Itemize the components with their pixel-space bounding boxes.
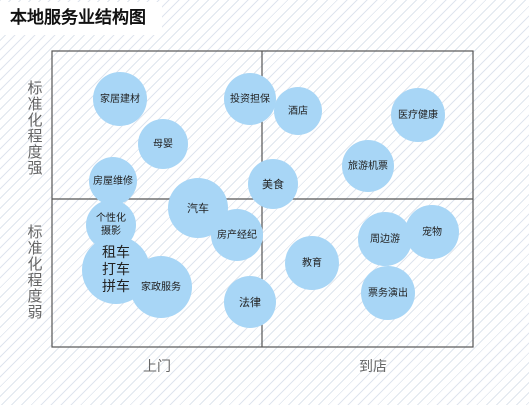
bubble-label: 房产经纪 [217,229,257,241]
bubble-label: 母婴 [153,138,173,150]
bubble-jiaju: 家居建材 [93,72,147,126]
bubble-label: 票务演出 [368,287,408,299]
bubble-yiliao: 医疗健康 [391,88,445,142]
y-axis-label-weak: 标准化程度弱 [27,223,43,321]
bubble-label: 家居建材 [100,93,140,105]
bubble-zhoubian: 周边游 [358,212,412,266]
bubble-zuche: 租车 打车 拼车 [82,236,150,304]
bubble-fangchan: 房产经纪 [211,209,263,261]
bubble-jiaoyu: 教育 [285,236,339,290]
bubble-touzi: 投资担保 [224,73,276,125]
bubble-label: 汽车 [187,201,209,215]
bubble-lvyou: 旅游机票 [342,140,394,192]
bubble-fangwu: 房屋维修 [89,157,137,205]
bubble-label: 租车 打车 拼车 [102,244,130,295]
bubble-label: 旅游机票 [348,160,388,172]
bubble-meishi: 美食 [248,159,298,209]
bubble-label: 美食 [262,177,284,191]
bubble-muying: 母婴 [138,119,188,169]
bubble-label: 周边游 [370,233,400,245]
y-axis-label-strong: 标准化程度强 [27,79,43,177]
bubble-falv: 法律 [224,276,276,328]
bubble-label: 酒店 [288,105,308,117]
bubble-jiazheng: 家政服务 [130,256,192,318]
bubble-label: 投资担保 [230,93,270,105]
bubble-chongwu: 宠物 [405,205,459,259]
diagram-title: 本地服务业结构图 [0,2,162,35]
x-axis-label-store: 到店 [359,359,387,375]
bubble-label: 房屋维修 [93,175,133,187]
bubble-piaowu: 票务演出 [361,266,415,320]
bubble-label: 家政服务 [141,281,181,293]
bubble-label: 法律 [239,295,261,309]
bubble-label: 个性化 摄影 [96,213,126,237]
bubble-jiudian: 酒店 [274,87,322,135]
bubble-label: 医疗健康 [398,109,438,121]
x-axis-label-home: 上门 [143,359,171,375]
bubble-label: 教育 [302,257,322,269]
bubble-label: 宠物 [422,226,442,238]
